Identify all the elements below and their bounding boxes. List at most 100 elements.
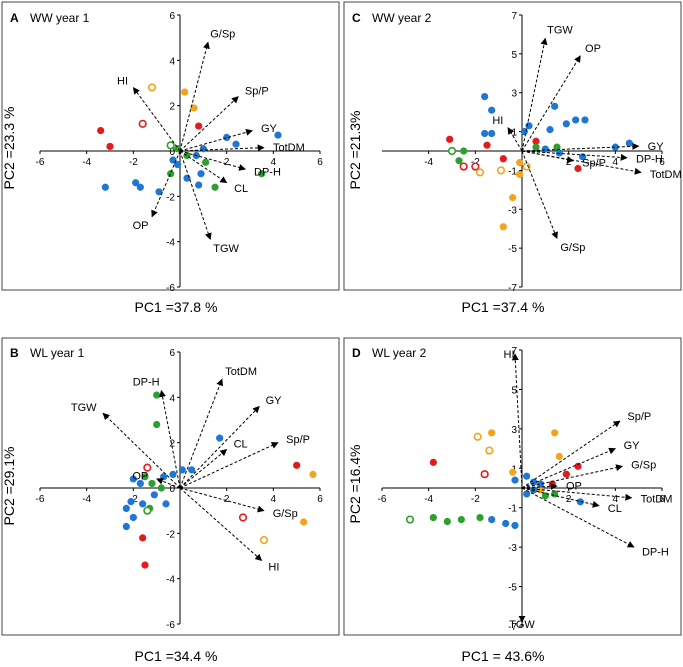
panel-b-y-tick-label: -6: [166, 620, 175, 631]
panel-b-score-point: [141, 473, 149, 481]
panel-c-y-tick-label: -1: [508, 166, 517, 177]
panel-c-vector-g-sp: [521, 150, 558, 240]
panel-a: A WW year 1 -6 -4 -2 2 4 6 6 4 2 0 -2 -4 -6 HI G/Sp Sp/…: [1, 1, 340, 315]
panel-a-vector-cl: [179, 150, 228, 184]
panel-b-y-tick-label: -2: [166, 529, 175, 540]
panel-d-score-point: [488, 429, 496, 437]
panel-b-vector-hi: [179, 487, 263, 561]
panel-c-score-point: [541, 145, 549, 153]
panel-a-score-point: [138, 119, 147, 128]
panel-d-score-point: [562, 470, 570, 478]
panel-a-vector-label: HI: [117, 75, 128, 87]
panel-c-score-point: [509, 194, 517, 202]
panel-a-vector-label: DP-H: [254, 167, 281, 179]
panel-d-y-tick-label: 3: [511, 425, 517, 436]
panel-d-vector-cl: [521, 487, 600, 508]
panel-a-x-tick-label: -2: [129, 157, 138, 168]
panel-a-x-label: PC1 =37.8 %: [135, 299, 218, 315]
panel-b: B WL year 1 -6-4-22466420-2-4-6DP-HTGWTo…: [1, 337, 340, 664]
panel-d-y-tick-label: -1: [508, 504, 517, 515]
panel-b-vector-label: GY: [266, 395, 283, 407]
panel-a-y-tick-label: -6: [166, 283, 175, 294]
panel-a-y-tick-label: 0: [169, 147, 175, 158]
panel-b-vector-cl: [179, 449, 228, 489]
panel-c-x-tick-label: 6: [659, 157, 665, 168]
panel-b-score-point: [162, 500, 170, 508]
panel-c-score-point: [532, 143, 540, 151]
panel-a-y-tick-label: -2: [166, 192, 175, 203]
panel-b-vector-g-sp: [179, 487, 265, 513]
panel-a-vector-label: CL: [234, 183, 248, 195]
panel-b-x-tick-label: 6: [317, 494, 323, 505]
panel-d-score-point: [537, 480, 545, 488]
panel-a-y-label: PC2 =23.3 %: [1, 107, 17, 190]
panel-a-score-point: [195, 122, 203, 130]
panel-c-vector-label: OP: [585, 43, 601, 55]
panel-c-score-point: [516, 170, 524, 178]
panel-c-score-point: [499, 223, 507, 231]
panel-b-score-point: [259, 536, 269, 545]
panel-d-x-tick-label: 2: [566, 494, 572, 505]
panel-c-plot: -4-22467531-1-3-5-7TGWOPHIGYDP-HSp/PTotD…: [382, 11, 682, 294]
panel-a-score-point: [155, 188, 163, 196]
panel-c-vector-label: DP-H: [636, 153, 663, 165]
panel-d-x-tick-label: 4: [613, 494, 619, 505]
panel-b-score-point: [300, 518, 308, 526]
panel-a-score-point: [169, 156, 177, 164]
panel-b-score-point: [153, 391, 161, 399]
panel-c-score-point: [516, 159, 524, 167]
panel-d-score-point: [480, 470, 489, 479]
panel-a-vector-totdm: [179, 144, 265, 152]
panel-d-x-tick-label: -4: [424, 494, 433, 505]
panel-c-score-point: [488, 106, 496, 114]
panel-a-score-point: [166, 141, 175, 150]
panel-b-score-point: [122, 522, 130, 531]
panel-b-score-point: [309, 470, 317, 479]
panel-b-vector-gy: [179, 405, 260, 489]
panel-b-y-tick-label: 2: [169, 439, 175, 450]
panel-d: D WL year 2 -6-4-22467531-1-3-5-7HISp/PG…: [343, 337, 682, 664]
panel-d-vector-label: Sp/P: [627, 411, 651, 423]
panel-a-score-point: [195, 181, 203, 189]
panel-a-score-point: [174, 161, 182, 169]
panel-c-vector-op: [521, 55, 581, 152]
panel-b-y-tick-label: 4: [169, 393, 175, 404]
panel-a-x-tick-label: -4: [82, 157, 91, 168]
panel-d-vector-totdm: [521, 487, 633, 501]
panel-d-score-point: [405, 515, 415, 524]
panel-d-score-point: [551, 429, 559, 437]
panel-b-vector-dp-h: [159, 389, 181, 489]
panel-a-y-tick-label: -4: [166, 238, 175, 249]
panel-b-score-point: [122, 504, 130, 513]
panel-b-vector-label: CL: [234, 439, 248, 451]
panel-c-vector-label: TotDM: [650, 169, 682, 181]
panel-c-score-point: [551, 102, 559, 110]
panel-d-vector-op: [521, 482, 558, 490]
panel-a-score-point: [132, 179, 140, 187]
panel-d-vector-label: HI: [504, 349, 515, 361]
panel-a-x-tick-label: -6: [36, 157, 45, 168]
panel-c-frame: [343, 1, 682, 291]
panel-d-score-point: [473, 432, 482, 441]
panel-b-score-point: [178, 466, 186, 474]
panel-d-y-tick-label: 5: [511, 385, 517, 396]
panel-b-x-tick-label: -6: [36, 494, 45, 505]
panel-d-vector-gy: [521, 447, 616, 489]
panel-d-score-point: [555, 452, 563, 461]
panel-a-plot: -6 -4 -2 2 4 6 6 4 2 0 -2 -4 -6 HI G/Sp Sp/P GY TotDM DP-H…: [36, 11, 324, 294]
panel-c-x-tick-label: 4: [613, 157, 619, 168]
panel-b-score-point: [293, 461, 301, 469]
panel-c-vector-label: HI: [492, 115, 503, 127]
panel-a-vector-label: OP: [133, 220, 149, 232]
panel-d-y-tick-label: -5: [508, 583, 517, 594]
panel-d-y-tick-label: -3: [508, 543, 517, 554]
panel-a-score-point: [167, 170, 175, 178]
panel-b-vector-totdm: [179, 378, 223, 489]
panel-c-vector-label: GY: [648, 141, 665, 153]
panel-c-score-point: [574, 164, 582, 173]
panel-d-x-tick-label: -2: [471, 494, 480, 505]
panel-b-vector-label: OP: [132, 471, 148, 483]
panel-d-vector-label: DP-H: [642, 546, 669, 558]
panel-a-score-point: [190, 104, 198, 112]
